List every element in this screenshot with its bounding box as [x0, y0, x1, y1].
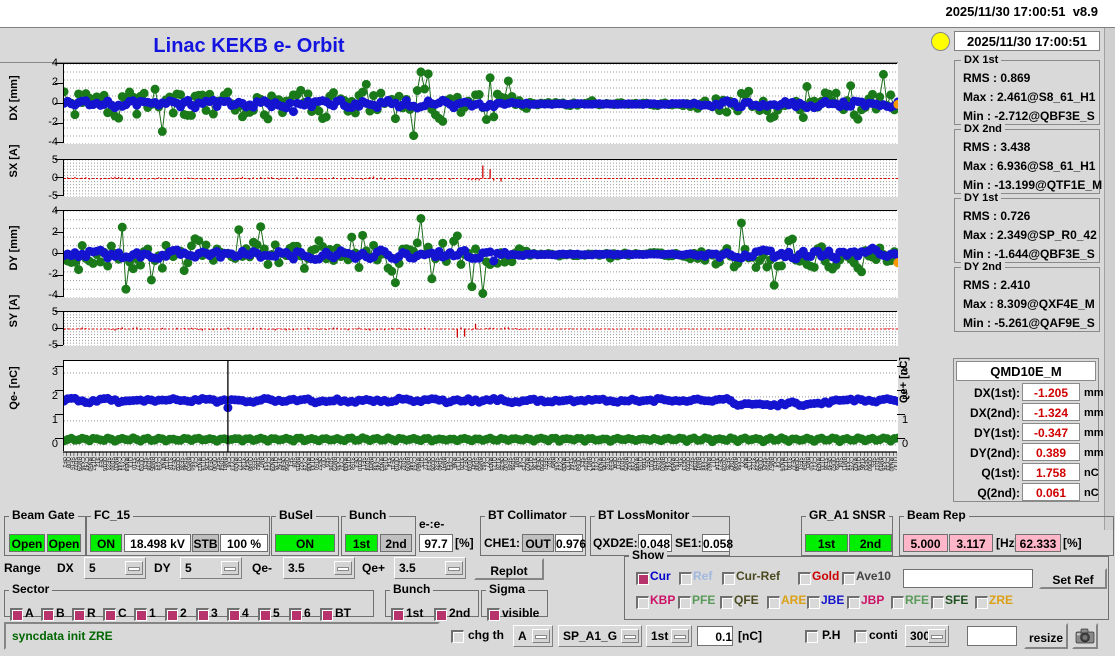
svg-text:ST54: ST54	[895, 457, 897, 470]
